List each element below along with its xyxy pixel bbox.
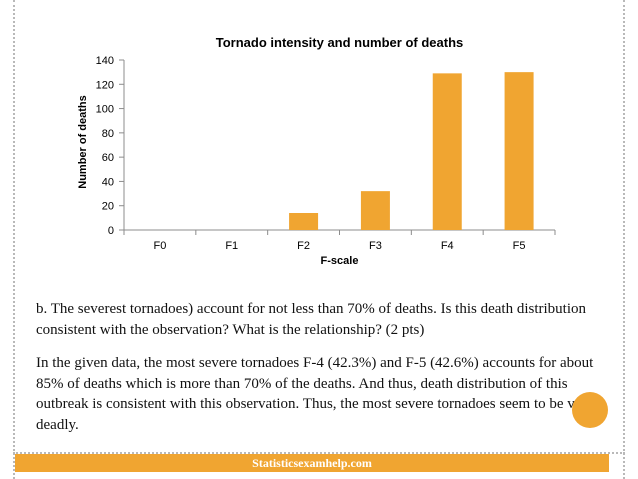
- chart-title: Tornado intensity and number of deaths: [216, 35, 464, 50]
- decorative-circle: [572, 392, 608, 428]
- y-tick-label: 60: [102, 152, 114, 164]
- x-tick-label: F3: [369, 240, 382, 252]
- x-tick-label: F1: [225, 240, 238, 252]
- y-tick-label: 20: [102, 201, 114, 213]
- y-tick-label: 100: [96, 104, 114, 116]
- y-tick-label: 140: [96, 55, 114, 67]
- y-tick-label: 40: [102, 176, 114, 188]
- y-tick-label: 80: [102, 128, 114, 140]
- footer-website-label: Statisticsexamhelp.com: [252, 455, 372, 470]
- footer-bar: Statisticsexamhelp.com: [15, 454, 609, 472]
- slide-frame-left-border: [13, 0, 15, 479]
- slide-frame-right-border: [623, 0, 625, 479]
- bar-f4: [432, 73, 462, 230]
- answer-text: In the given data, the most severe torna…: [36, 355, 594, 433]
- bar-f2: [289, 213, 319, 230]
- slide-frame-bottom-border: [13, 452, 625, 454]
- bar-f5: [504, 72, 534, 231]
- x-tick-label: F2: [297, 240, 310, 252]
- y-tick-label: 120: [96, 79, 114, 91]
- bar-f3: [360, 191, 390, 230]
- x-tick-label: F5: [513, 240, 526, 252]
- x-tick-label: F4: [441, 240, 454, 252]
- bar-chart: Tornado intensity and number of deaths 0 2…: [77, 35, 556, 267]
- question-text: b. The severest tornadoes) account for n…: [36, 301, 587, 338]
- y-tick-label: 0: [108, 225, 114, 237]
- x-axis-title: F-scale: [321, 255, 359, 267]
- x-tick-label: F0: [153, 240, 166, 252]
- y-axis-title: Number of deaths: [77, 95, 89, 189]
